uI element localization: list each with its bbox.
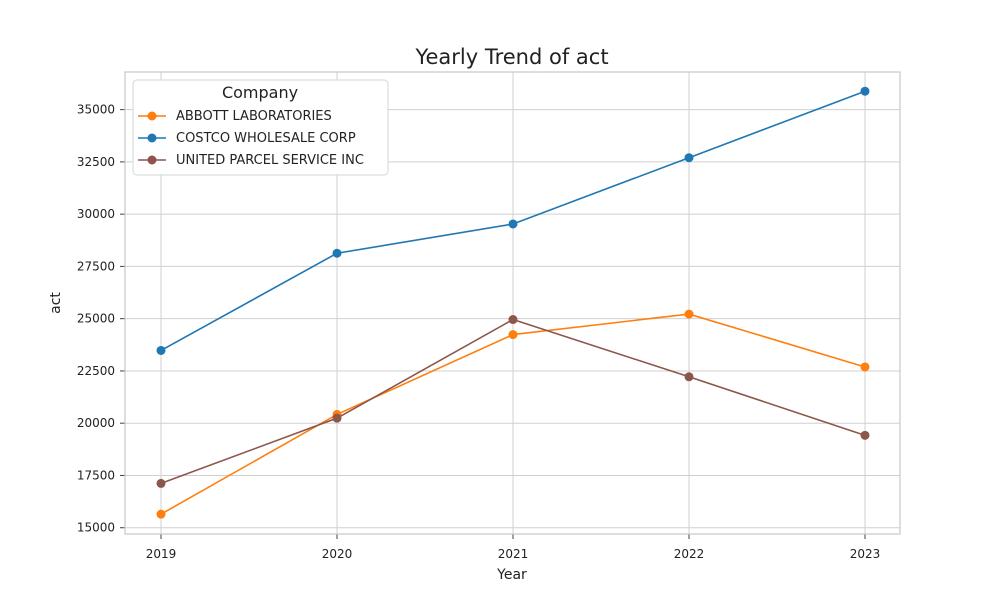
legend-title: Company xyxy=(222,83,298,102)
legend-marker xyxy=(147,111,157,121)
data-point xyxy=(684,372,694,382)
data-point xyxy=(332,248,342,258)
y-tick-label: 35000 xyxy=(77,103,115,117)
x-tick-label: 2019 xyxy=(146,547,177,561)
legend-marker xyxy=(147,155,157,165)
legend-box xyxy=(132,79,389,176)
legend-label: UNITED PARCEL SERVICE INC xyxy=(176,153,364,168)
grid-lines xyxy=(125,72,900,534)
plot-frame xyxy=(124,71,901,535)
series-lines xyxy=(156,86,870,519)
y-tick-label: 22500 xyxy=(77,364,115,378)
y-tick-label: 27500 xyxy=(77,259,115,273)
data-point xyxy=(860,362,870,372)
y-tick-label: 20000 xyxy=(77,416,115,430)
legend-marker xyxy=(147,133,157,143)
chart-title: Yearly Trend of act xyxy=(414,45,608,69)
y-tick-label: 30000 xyxy=(77,207,115,221)
data-point xyxy=(156,509,166,519)
x-tick-label: 2022 xyxy=(674,547,705,561)
data-point xyxy=(860,430,870,440)
x-tick-label: 2021 xyxy=(498,547,529,561)
data-point xyxy=(508,219,518,229)
y-tick-label: 17500 xyxy=(77,468,115,482)
data-point xyxy=(156,345,166,355)
data-point xyxy=(860,86,870,96)
data-point xyxy=(332,413,342,423)
y-axis-label: act xyxy=(48,292,64,314)
data-point xyxy=(508,330,518,340)
legend: ABBOTT LABORATORIES COSTCO WHOLESALE CORP… xyxy=(132,79,389,176)
data-point xyxy=(508,315,518,325)
data-point xyxy=(684,153,694,163)
y-tick-label: 32500 xyxy=(77,155,115,169)
y-tick-label: 15000 xyxy=(77,521,115,535)
data-point xyxy=(156,478,166,488)
legend-label: ABBOTT LABORATORIES xyxy=(176,109,332,124)
y-tick-label: 25000 xyxy=(77,312,115,326)
axes: 2019 2020 2021 2022 2023 15000 17500 20000 22500… xyxy=(77,71,901,561)
x-tick-label: 2023 xyxy=(850,547,881,561)
x-tick-label: 2020 xyxy=(322,547,353,561)
x-axis-label: Year xyxy=(496,567,527,583)
data-point xyxy=(684,309,694,319)
legend-label: COSTCO WHOLESALE CORP xyxy=(176,131,356,146)
